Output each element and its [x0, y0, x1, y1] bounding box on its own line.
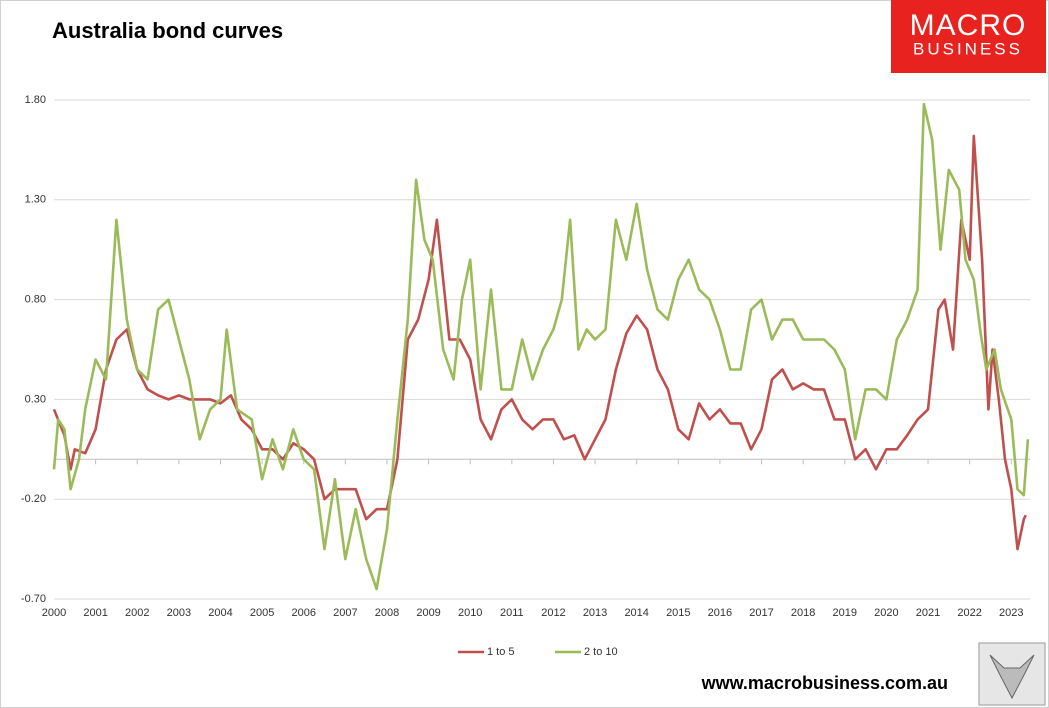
- x-tick-label: 2006: [291, 607, 315, 619]
- x-tick-label: 2019: [833, 607, 857, 619]
- y-tick-label: 0.80: [25, 294, 46, 306]
- x-tick-label: 2012: [541, 607, 565, 619]
- x-tick-label: 2011: [500, 607, 524, 619]
- x-tick-label: 2017: [749, 607, 773, 619]
- y-tick-label: 0.30: [25, 393, 46, 405]
- x-tick-label: 2008: [375, 607, 399, 619]
- x-tick-label: 2013: [583, 607, 607, 619]
- x-tick-label: 2016: [708, 607, 732, 619]
- logo-text: MACRO: [910, 9, 1027, 42]
- fox-icon: [989, 654, 1035, 700]
- logo-text: BUSINESS: [913, 39, 1023, 58]
- legend-label: 1 to 5: [487, 646, 515, 658]
- x-tick-label: 2003: [167, 607, 191, 619]
- logo: [891, 0, 1046, 73]
- y-tick-label: 1.30: [25, 194, 46, 206]
- chart-title: Australia bond curves: [52, 18, 283, 43]
- legend-label: 2 to 10: [584, 646, 618, 658]
- y-tick-label: 1.80: [25, 94, 46, 106]
- x-tick-label: 2014: [624, 607, 648, 619]
- y-tick-label: -0.70: [21, 593, 46, 605]
- x-tick-label: 2010: [458, 607, 482, 619]
- website: www.macrobusiness.com.au: [701, 673, 948, 693]
- x-tick-label: 2009: [416, 607, 440, 619]
- x-tick-label: 2000: [42, 607, 66, 619]
- x-tick-label: 2002: [125, 607, 149, 619]
- x-tick-label: 2022: [957, 607, 981, 619]
- series-line: [52, 102, 1030, 591]
- x-tick-label: 2021: [916, 607, 940, 619]
- x-tick-label: 2007: [333, 607, 357, 619]
- x-tick-label: 2020: [874, 607, 898, 619]
- x-tick-label: 2001: [83, 607, 107, 619]
- x-tick-label: 2005: [250, 607, 274, 619]
- x-tick-label: 2023: [999, 607, 1023, 619]
- x-tick-label: 2018: [791, 607, 815, 619]
- x-tick-label: 2015: [666, 607, 690, 619]
- x-tick-label: 2004: [208, 607, 232, 619]
- y-tick-label: -0.20: [21, 493, 46, 505]
